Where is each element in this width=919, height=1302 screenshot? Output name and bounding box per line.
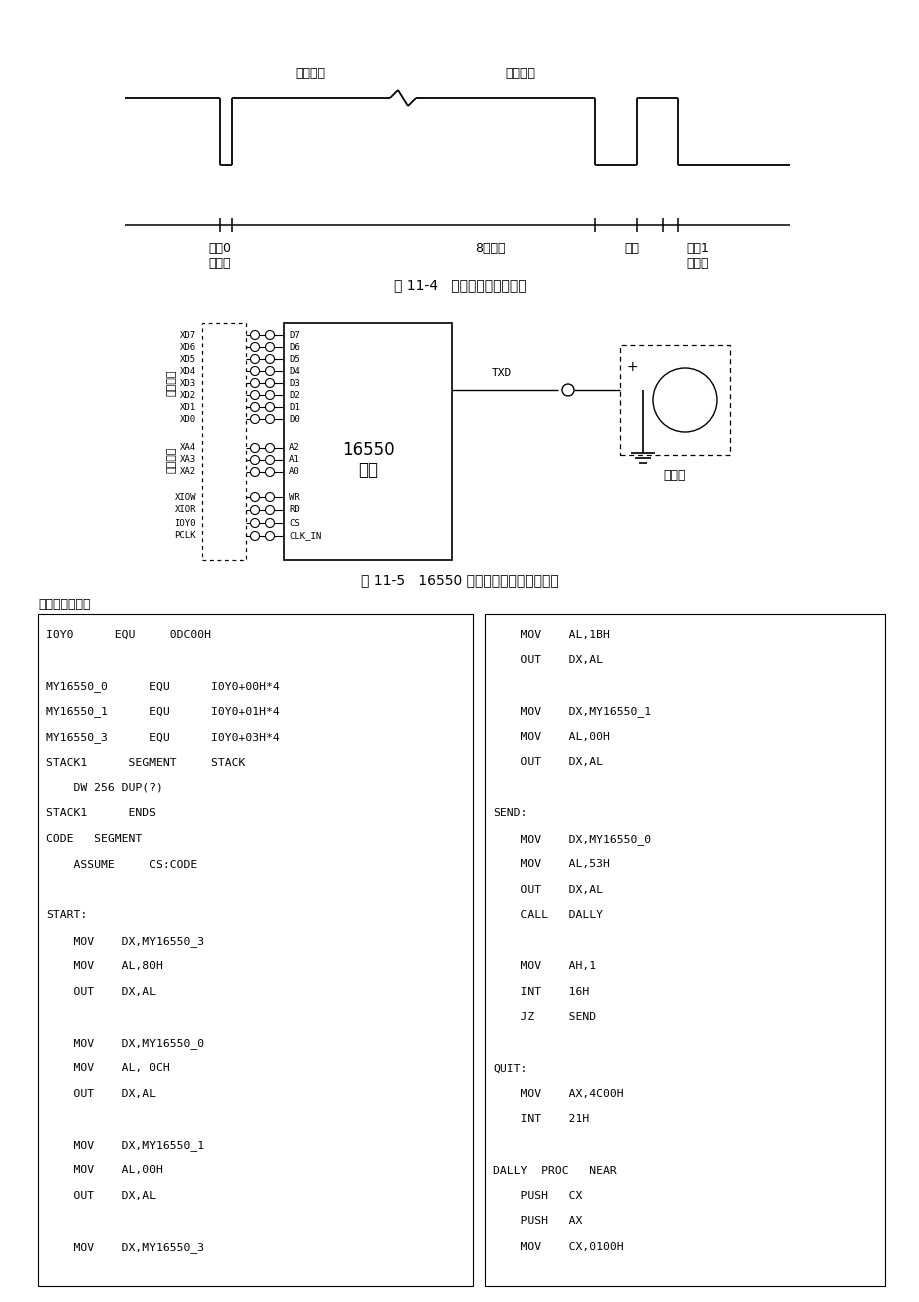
Text: PCLK: PCLK [175, 531, 196, 540]
Text: OUT    DX,AL: OUT DX,AL [493, 885, 602, 894]
Text: MOV    DX,MY16550_1: MOV DX,MY16550_1 [493, 707, 651, 717]
Text: A1: A1 [289, 456, 300, 465]
Text: XD6: XD6 [180, 342, 196, 352]
Text: D3: D3 [289, 379, 300, 388]
Text: START:: START: [46, 910, 87, 921]
Text: MOV    DX,MY16550_0: MOV DX,MY16550_0 [46, 1038, 204, 1049]
Text: 起始位: 起始位 [209, 256, 231, 270]
Text: QUIT:: QUIT: [493, 1064, 527, 1074]
Text: XD3: XD3 [180, 379, 196, 388]
Text: INT    16H: INT 16H [493, 987, 588, 997]
Text: XD1: XD1 [180, 402, 196, 411]
Text: 8位字符: 8位字符 [474, 242, 505, 255]
Text: 示波器: 示波器 [663, 469, 686, 482]
Text: MOV    AX,4C00H: MOV AX,4C00H [493, 1088, 623, 1099]
Text: OUT    DX,AL: OUT DX,AL [493, 758, 602, 767]
Text: ASSUME     CS:CODE: ASSUME CS:CODE [46, 859, 197, 870]
Text: XD7: XD7 [180, 331, 196, 340]
Text: XA2: XA2 [180, 467, 196, 477]
Text: XA4: XA4 [180, 444, 196, 453]
Text: STACK1      ENDS: STACK1 ENDS [46, 809, 156, 819]
Text: 奇偶: 奇偶 [624, 242, 639, 255]
Text: 图 11-5   16550 串口应用实验参考接线图: 图 11-5 16550 串口应用实验参考接线图 [361, 573, 558, 587]
Text: PUSH   CX: PUSH CX [493, 1191, 582, 1200]
Text: A2: A2 [289, 444, 300, 453]
Bar [202, 323, 245, 560]
Text: MOV    CX,0100H: MOV CX,0100H [493, 1242, 623, 1253]
Text: OUT    DX,AL: OUT DX,AL [493, 655, 602, 665]
Text: MY16550_1      EQU      I0Y0+01H*4: MY16550_1 EQU I0Y0+01H*4 [46, 707, 279, 717]
Text: D4: D4 [289, 366, 300, 375]
Text: INT    21H: INT 21H [493, 1115, 588, 1125]
Text: D7: D7 [289, 331, 300, 340]
Text: 低位字节: 低位字节 [295, 66, 324, 79]
Text: XD2: XD2 [180, 391, 196, 400]
Text: MOV    DX,MY16550_1: MOV DX,MY16550_1 [46, 1141, 204, 1151]
Text: XD0: XD0 [180, 414, 196, 423]
Text: D0: D0 [289, 414, 300, 423]
Text: 逻辑0: 逻辑0 [209, 242, 232, 255]
Text: XIOW: XIOW [175, 492, 196, 501]
Text: MOV    AL, 0CH: MOV AL, 0CH [46, 1064, 170, 1074]
Text: MY16550_3      EQU      I0Y0+03H*4: MY16550_3 EQU I0Y0+03H*4 [46, 732, 279, 743]
Text: 停止位: 停止位 [686, 256, 709, 270]
Text: MOV    AL,00H: MOV AL,00H [46, 1165, 163, 1176]
Text: D1: D1 [289, 402, 300, 411]
Text: 16550: 16550 [341, 441, 394, 460]
Text: SEND:: SEND: [493, 809, 527, 819]
Text: 高位字节: 高位字节 [505, 66, 535, 79]
Text: OUT    DX,AL: OUT DX,AL [46, 1088, 156, 1099]
Text: 地址总线: 地址总线 [167, 447, 176, 473]
Text: MOV    AL,80H: MOV AL,80H [46, 961, 163, 971]
Text: MOV    DX,MY16550_3: MOV DX,MY16550_3 [46, 1242, 204, 1253]
Text: JZ     SEND: JZ SEND [493, 1013, 596, 1022]
Text: 逻辑1: 逻辑1 [686, 242, 709, 255]
Text: WR: WR [289, 492, 300, 501]
Text: +: + [626, 359, 637, 374]
Text: OUT    DX,AL: OUT DX,AL [46, 1191, 156, 1200]
Text: XD4: XD4 [180, 366, 196, 375]
Text: CODE   SEGMENT: CODE SEGMENT [46, 835, 142, 844]
Text: 【汇编源程序】: 【汇编源程序】 [38, 598, 90, 611]
Bar [38, 615, 472, 1286]
Text: I0Y0      EQU     0DC00H: I0Y0 EQU 0DC00H [46, 630, 210, 641]
Text: TXD: TXD [492, 368, 512, 378]
Text: XD5: XD5 [180, 354, 196, 363]
Text: MY16550_0      EQU      I0Y0+00H*4: MY16550_0 EQU I0Y0+00H*4 [46, 681, 279, 691]
Text: 图 11-4   串行传输的数据格式: 图 11-4 串行传输的数据格式 [393, 279, 526, 292]
Text: RD: RD [289, 505, 300, 514]
Bar [619, 345, 729, 454]
Text: MOV    DX,MY16550_3: MOV DX,MY16550_3 [46, 936, 204, 947]
Text: IOY0: IOY0 [175, 518, 196, 527]
Text: DW 256 DUP(?): DW 256 DUP(?) [46, 783, 163, 793]
Text: D6: D6 [289, 342, 300, 352]
Bar [284, 323, 451, 560]
Text: MOV    AL,1BH: MOV AL,1BH [493, 630, 609, 641]
Text: D5: D5 [289, 354, 300, 363]
Bar [484, 615, 884, 1286]
Text: CS: CS [289, 518, 300, 527]
Text: MOV    AL,00H: MOV AL,00H [493, 732, 609, 742]
Text: OUT    DX,AL: OUT DX,AL [46, 987, 156, 997]
Text: XIOR: XIOR [175, 505, 196, 514]
Text: CALL   DALLY: CALL DALLY [493, 910, 602, 921]
Text: A0: A0 [289, 467, 300, 477]
Text: DALLY  PROC   NEAR: DALLY PROC NEAR [493, 1165, 616, 1176]
Text: CLK_IN: CLK_IN [289, 531, 321, 540]
Text: 单元: 单元 [357, 461, 378, 479]
Text: MOV    AL,53H: MOV AL,53H [493, 859, 609, 870]
Text: MOV    AH,1: MOV AH,1 [493, 961, 596, 971]
Text: STACK1      SEGMENT     STACK: STACK1 SEGMENT STACK [46, 758, 245, 767]
Text: D2: D2 [289, 391, 300, 400]
Text: MOV    DX,MY16550_0: MOV DX,MY16550_0 [493, 835, 651, 845]
Text: 数据总线: 数据总线 [167, 370, 176, 396]
Text: XA3: XA3 [180, 456, 196, 465]
Text: PUSH   AX: PUSH AX [493, 1216, 582, 1226]
